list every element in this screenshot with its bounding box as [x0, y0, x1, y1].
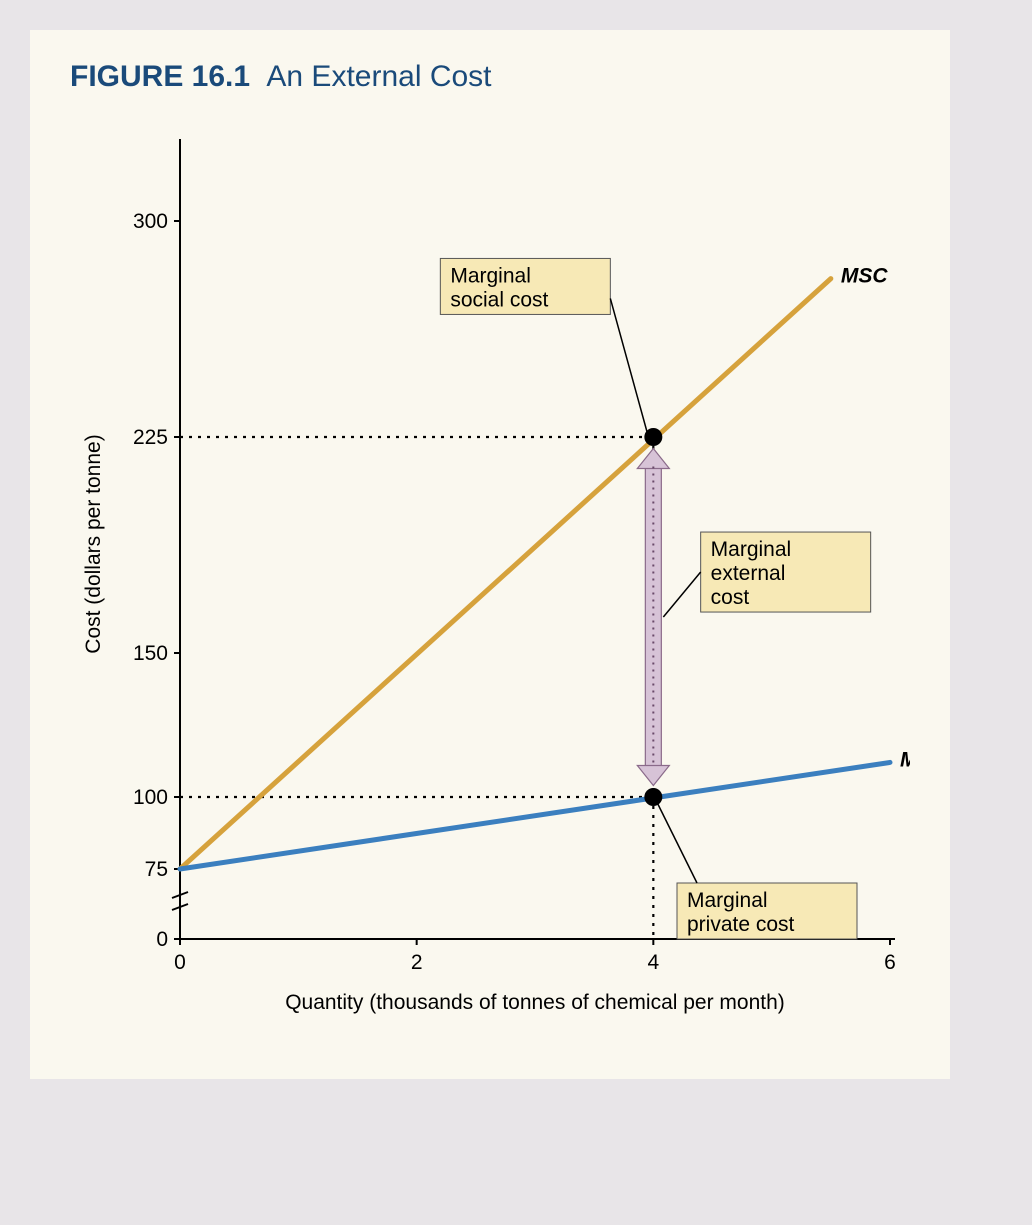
svg-text:MSC: MSC [841, 265, 889, 288]
svg-text:Marginal: Marginal [687, 889, 768, 912]
svg-text:0: 0 [174, 951, 186, 974]
figure-name: An External Cost [266, 60, 491, 93]
figure-label: FIGURE 16.1 [70, 60, 250, 93]
figure-container: FIGURE 16.1 An External Cost 07510015022… [30, 30, 950, 1079]
svg-text:social cost: social cost [450, 288, 548, 311]
svg-text:75: 75 [145, 858, 168, 881]
svg-text:300: 300 [133, 210, 168, 233]
figure-title: FIGURE 16.1 An External Cost [70, 60, 910, 94]
svg-text:Marginal: Marginal [450, 264, 531, 287]
svg-text:4: 4 [647, 951, 659, 974]
svg-text:cost: cost [711, 586, 750, 609]
svg-text:Cost (dollars per tonne): Cost (dollars per tonne) [82, 434, 105, 653]
svg-text:Marginal: Marginal [711, 538, 792, 561]
svg-text:6: 6 [884, 951, 896, 974]
svg-text:0: 0 [156, 928, 168, 951]
svg-text:external: external [711, 562, 786, 585]
svg-text:MC: MC [900, 748, 910, 771]
svg-text:2: 2 [411, 951, 423, 974]
svg-text:150: 150 [133, 642, 168, 665]
svg-text:private cost: private cost [687, 913, 795, 936]
svg-text:100: 100 [133, 786, 168, 809]
chart-svg: 0751001502253000246MSCMCMarginalsocial c… [70, 119, 910, 1039]
chart: 0751001502253000246MSCMCMarginalsocial c… [70, 119, 910, 1039]
svg-text:225: 225 [133, 426, 168, 449]
svg-text:Quantity (thousands of tonnes: Quantity (thousands of tonnes of chemica… [285, 991, 785, 1014]
